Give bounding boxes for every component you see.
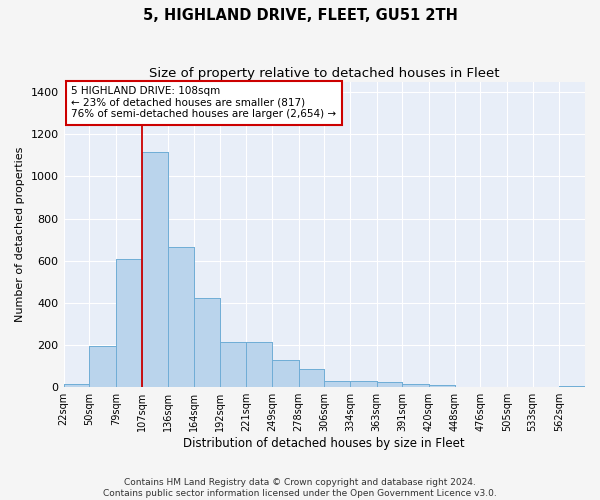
Bar (350, 381, 377, 387)
Bar (246, 342, 272, 387)
Bar (324, 381, 350, 387)
Bar (559, 386, 585, 387)
Bar (377, 382, 403, 387)
Bar (168, 247, 194, 387)
Bar (299, 370, 324, 387)
Bar (429, 385, 455, 387)
Bar (194, 298, 220, 387)
Bar (64, 384, 89, 387)
Bar (220, 342, 246, 387)
Bar (116, 258, 142, 387)
Y-axis label: Number of detached properties: Number of detached properties (15, 147, 25, 322)
Bar (142, 152, 168, 387)
Bar (377, 382, 403, 387)
X-axis label: Distribution of detached houses by size in Fleet: Distribution of detached houses by size … (184, 437, 465, 450)
Bar (194, 298, 220, 387)
Text: 5, HIGHLAND DRIVE, FLEET, GU51 2TH: 5, HIGHLAND DRIVE, FLEET, GU51 2TH (143, 8, 457, 22)
Title: Size of property relative to detached houses in Fleet: Size of property relative to detached ho… (149, 68, 500, 80)
Bar (403, 384, 429, 387)
Bar (89, 346, 116, 387)
Bar (324, 381, 350, 387)
Bar (116, 258, 142, 387)
Bar (272, 360, 299, 387)
Text: Contains HM Land Registry data © Crown copyright and database right 2024.
Contai: Contains HM Land Registry data © Crown c… (103, 478, 497, 498)
Bar (429, 385, 455, 387)
Bar (299, 370, 324, 387)
Bar (64, 384, 89, 387)
Bar (350, 381, 377, 387)
Bar (272, 360, 299, 387)
Bar (559, 386, 585, 387)
Bar (89, 346, 116, 387)
Bar (168, 247, 194, 387)
Bar (403, 384, 429, 387)
Bar (246, 342, 272, 387)
Text: 5 HIGHLAND DRIVE: 108sqm
← 23% of detached houses are smaller (817)
76% of semi-: 5 HIGHLAND DRIVE: 108sqm ← 23% of detach… (71, 86, 337, 120)
Bar (142, 152, 168, 387)
Bar (220, 342, 246, 387)
